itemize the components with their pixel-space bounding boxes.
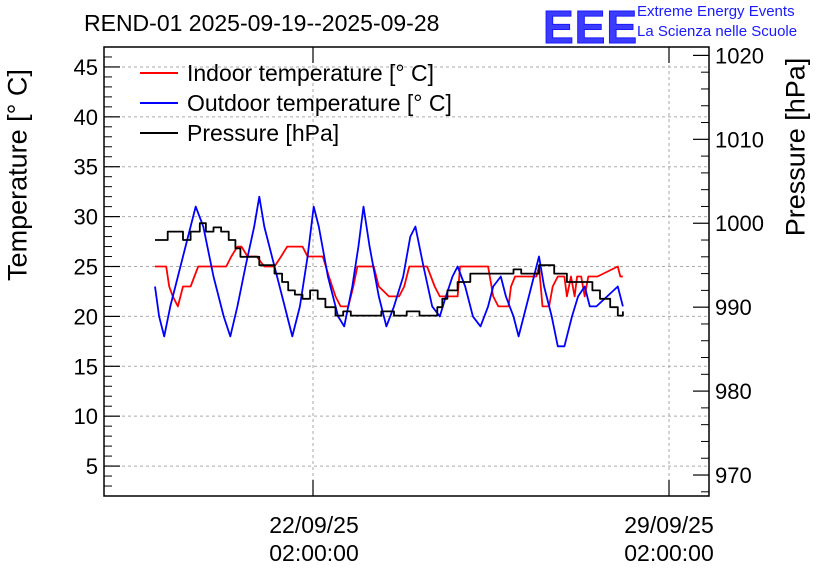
axis-ticks: 5 10 15 20 25 30 35 40 45 970 980 990 1000 1010 1020 <box>74 43 764 496</box>
y-tick-label: 5 <box>86 454 98 479</box>
y-tick-label: 40 <box>74 105 98 130</box>
y2-tick-label: 1010 <box>715 127 764 152</box>
y-tick-label: 20 <box>74 304 98 329</box>
x-tick-label-1: 29/09/25 02:00:00 <box>599 511 739 567</box>
y-tick-label: 25 <box>74 255 98 280</box>
y2-tick-label: 980 <box>715 379 752 404</box>
legend-label-0: Indoor temperature [° C] <box>187 60 434 86</box>
series-line-2 <box>155 222 624 317</box>
x-tick-date: 22/09/25 <box>269 512 359 538</box>
series-line-0 <box>155 245 623 308</box>
x-tick-date: 29/09/25 <box>624 512 714 538</box>
chart-title: REND-01 2025-09-19--2025-09-28 <box>84 10 440 36</box>
y-tick-label: 10 <box>74 404 98 429</box>
y-axis-label: Temperature [° C] <box>2 69 33 281</box>
legend-label-1: Outdoor temperature [° C] <box>187 90 452 116</box>
brand-line-1: Extreme Energy Events <box>637 3 795 20</box>
y2-tick-label: 990 <box>715 295 752 320</box>
eee-logo: EEE <box>542 1 639 54</box>
plot-frame <box>103 46 710 497</box>
series-lines <box>154 195 624 348</box>
y2-tick-label: 1020 <box>715 43 764 68</box>
y2-axis-label: Pressure [hPa] <box>780 57 811 237</box>
legend-label-2: Pressure [hPa] <box>187 120 339 146</box>
brand-line-2: La Scienza nelle Scuole <box>637 23 798 40</box>
series-line-1 <box>154 195 624 348</box>
y-tick-label: 30 <box>74 205 98 230</box>
y-tick-label: 15 <box>74 354 98 379</box>
y2-tick-label: 970 <box>715 463 752 488</box>
y2-tick-label: 1000 <box>715 211 764 236</box>
legend: Indoor temperature [° C] Outdoor temperat… <box>140 60 452 146</box>
x-tick-time: 02:00:00 <box>624 540 714 566</box>
x-tick-time: 02:00:00 <box>269 540 359 566</box>
x-tick-label-0: 22/09/25 02:00:00 <box>244 511 384 567</box>
y-tick-label: 35 <box>74 155 98 180</box>
y-tick-label: 45 <box>74 55 98 80</box>
